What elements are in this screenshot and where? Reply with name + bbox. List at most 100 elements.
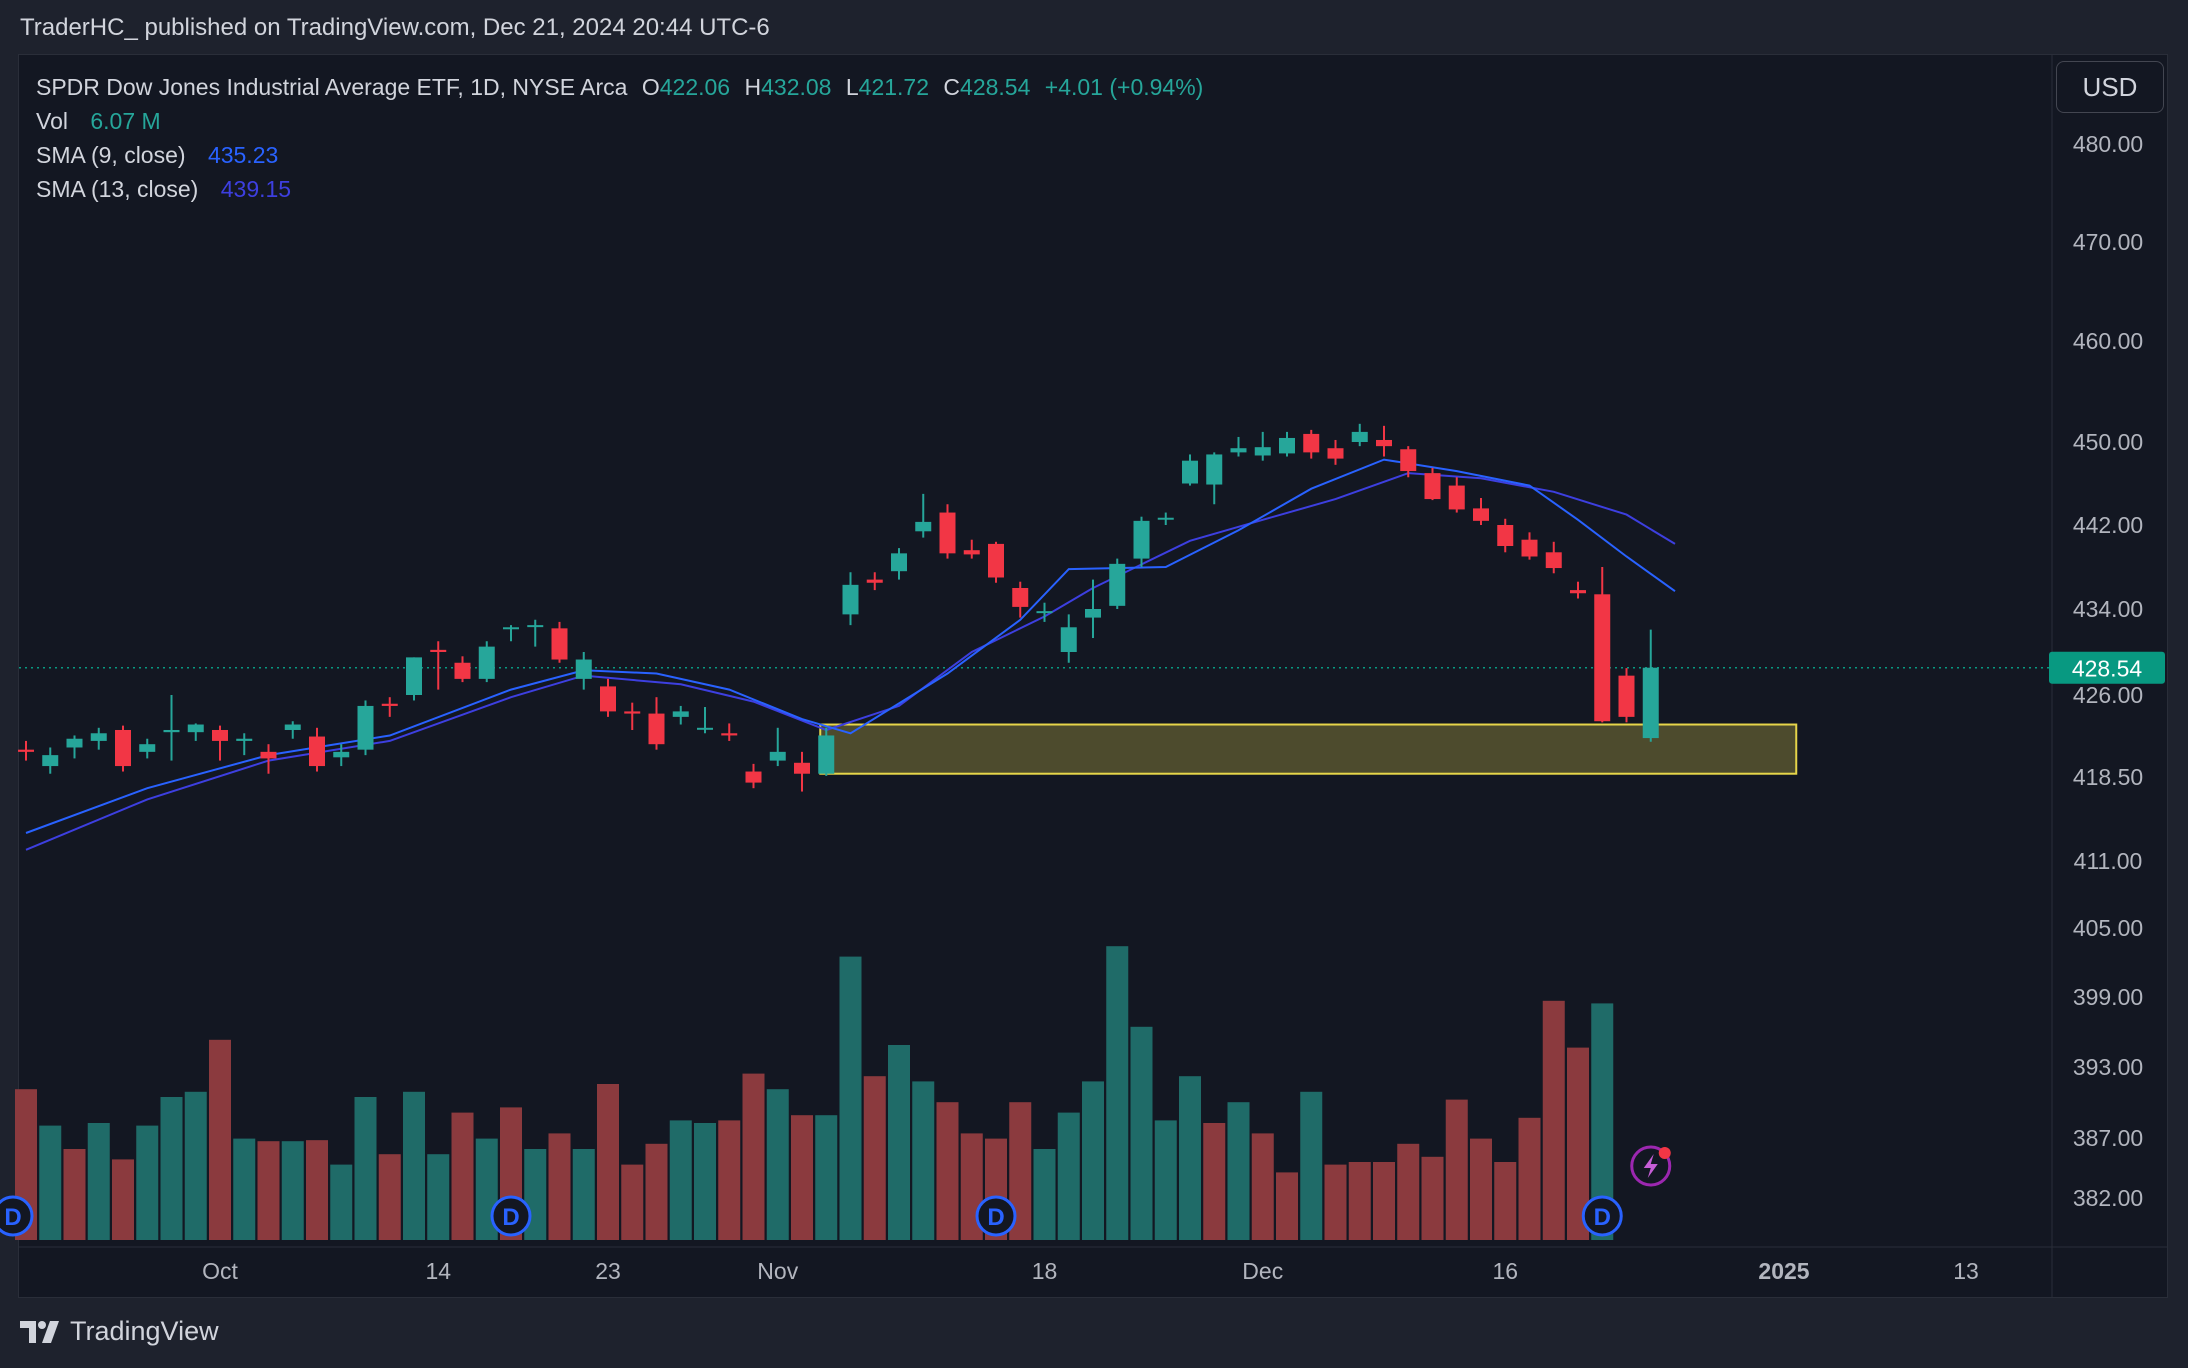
candle-body <box>163 729 180 733</box>
candle-body <box>1303 433 1320 453</box>
volume-value: 6.07 M <box>90 108 161 134</box>
volume-bar <box>1276 1172 1298 1240</box>
candle-body <box>1594 594 1611 722</box>
volume-bar <box>87 1123 110 1240</box>
volume-bar <box>427 1154 450 1240</box>
candle-body <box>1424 473 1441 500</box>
legend-volume-row[interactable]: Vol 6.07 M <box>36 104 1203 138</box>
volume-bar <box>1203 1123 1226 1240</box>
volume-bar <box>888 1045 910 1240</box>
candle-body <box>42 755 59 767</box>
last-price-label: 428.54 <box>2072 656 2143 682</box>
candle-body <box>187 724 204 733</box>
candle-body <box>90 733 107 741</box>
candle-body <box>1109 563 1126 606</box>
sma9-value: 435.23 <box>207 142 279 168</box>
volume-bar <box>669 1120 692 1240</box>
legend-sma13-row[interactable]: SMA (13, close) 439.15 <box>36 172 1203 206</box>
candle-body <box>1254 447 1271 456</box>
volume-bar <box>1130 1026 1153 1240</box>
alert-dot <box>1658 1147 1671 1159</box>
candle-body <box>1085 609 1101 618</box>
currency-button[interactable]: USD <box>2056 61 2164 113</box>
volume-bar <box>184 1091 207 1240</box>
close-label: C <box>943 74 961 100</box>
candle-body <box>1133 520 1150 559</box>
x-axis-tick-label: 14 <box>425 1258 451 1284</box>
volume-bar <box>1251 1133 1274 1240</box>
y-axis-tick-label: 470.00 <box>2073 229 2143 255</box>
candle-body <box>503 627 519 630</box>
candle-body <box>1351 431 1368 442</box>
y-axis-tick-label: 460.00 <box>2073 328 2143 354</box>
volume-bar <box>378 1154 401 1240</box>
volume-bar <box>1009 1102 1032 1240</box>
volume-bar <box>257 1141 280 1240</box>
candle-body <box>988 543 1004 578</box>
candle-body <box>1230 448 1247 453</box>
change-value: +4.01 (+0.94%) <box>1044 74 1204 100</box>
candle-body <box>866 579 883 583</box>
dividend-marker-label: D <box>987 1204 1004 1231</box>
high-value: 432.08 <box>761 74 832 100</box>
candle-body <box>212 729 228 741</box>
volume-bar <box>645 1143 668 1240</box>
y-axis-tick-label: 442.00 <box>2073 512 2143 538</box>
dividend-marker <box>1581 1195 1623 1237</box>
dividend-marker-label: D <box>4 1204 21 1231</box>
low-label: L <box>845 74 859 100</box>
volume-bar <box>354 1097 377 1240</box>
volume-bar <box>1397 1143 1420 1240</box>
volume-bar <box>136 1125 159 1240</box>
volume-bar <box>233 1138 256 1240</box>
volume-label: Vol <box>36 108 68 134</box>
candle-body <box>1618 675 1635 717</box>
chart-legend: SPDR Dow Jones Industrial Average ETF, 1… <box>36 70 1203 206</box>
candle-body <box>478 646 495 679</box>
candle-body <box>794 762 810 774</box>
candle-body <box>527 625 544 628</box>
volume-bar <box>1421 1156 1444 1240</box>
volume-bar <box>766 1089 789 1240</box>
y-axis-tick-label: 434.00 <box>2073 596 2143 622</box>
brand-name: TradingView <box>70 1316 219 1346</box>
open-value: 422.06 <box>659 74 731 100</box>
candle-body <box>406 657 422 695</box>
candle-body <box>1448 485 1465 510</box>
symbol-description[interactable]: SPDR Dow Jones Industrial Average ETF, 1… <box>36 74 628 100</box>
volume-bar <box>403 1091 425 1240</box>
candle-body <box>236 738 253 741</box>
volume-bar <box>1227 1102 1250 1240</box>
volume-bar <box>1567 1047 1589 1240</box>
alert-bolt-icon <box>1643 1154 1658 1178</box>
candle-body <box>1157 517 1174 520</box>
y-axis-tick-label: 450.00 <box>2073 429 2143 455</box>
volume-bar <box>815 1115 838 1240</box>
volume-bar <box>281 1141 304 1240</box>
volume-bar <box>112 1159 134 1240</box>
candle-body <box>915 521 932 532</box>
open-label: O <box>641 74 660 100</box>
x-axis-tick-label: Dec <box>1242 1258 1283 1284</box>
candle-body <box>1060 627 1077 652</box>
volume-bar <box>1033 1149 1056 1240</box>
dividend-marker-label: D <box>1594 1204 1611 1231</box>
candle-body <box>697 727 713 730</box>
legend-sma9-row[interactable]: SMA (9, close) 435.23 <box>36 138 1203 172</box>
candle-body <box>672 711 689 717</box>
tradingview-brand[interactable]: TradingView <box>20 1316 219 1347</box>
candle-body <box>551 628 568 660</box>
legend-symbol-row[interactable]: SPDR Dow Jones Industrial Average ETF, 1… <box>36 70 1203 104</box>
volume-bar <box>597 1084 619 1240</box>
x-axis-tick-label: 23 <box>595 1258 621 1284</box>
volume-bar <box>1348 1162 1371 1240</box>
y-axis-tick-label: 411.00 <box>2074 848 2143 874</box>
candle-body <box>18 749 34 752</box>
candle-body <box>333 751 350 758</box>
candle-body <box>624 711 641 714</box>
candle-body <box>139 744 156 752</box>
candle-body <box>939 512 956 554</box>
candle-body <box>1036 611 1053 614</box>
x-axis-tick-label: 16 <box>1492 1258 1518 1284</box>
